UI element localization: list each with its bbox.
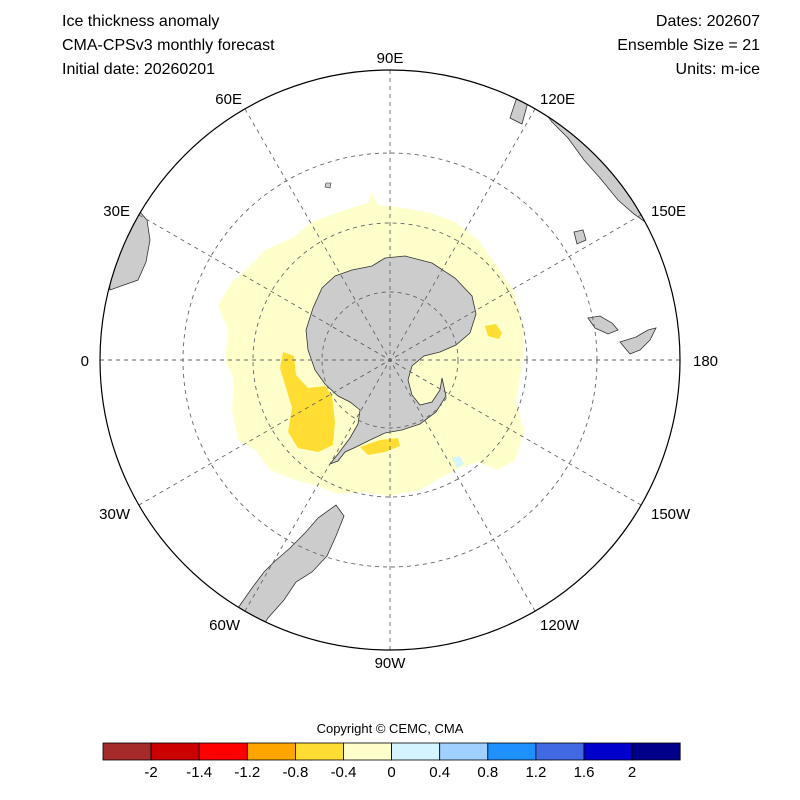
colorbar-swatch [246,742,296,761]
lon-label-30w: 30W [99,506,131,523]
ice-anomaly-slight-increase [452,456,464,468]
lon-label-60e: 60E [215,91,242,108]
colorbar-swatch [583,742,633,761]
colorbar-swatch [487,742,537,761]
colorbar-tick-label: -1.4 [186,764,212,781]
model-name: CMA-CPSv3 monthly forecast [62,37,275,54]
colorbar-swatch [198,742,248,761]
lon-label-180: 180 [693,353,718,370]
copyright-notice: Copyright © CEMC, CMA [316,721,464,736]
map-boundary [99,69,681,651]
ice-anomaly-thinning-peninsula [360,438,400,455]
lon-label-150e: 150E [651,203,686,220]
colorbar-swatch [150,742,200,761]
lon-label-60w: 60W [209,617,241,634]
lon-label-120w: 120W [540,617,580,634]
colorbar-swatch [294,742,344,761]
graticule [100,70,680,650]
ice-anomaly-thinning-weddell [280,352,335,452]
colorbar-tick-label: 2 [628,764,636,781]
colorbar-swatch [391,742,441,761]
new-zealand-south-island [587,315,619,335]
colorbar-tick-label: -2 [144,764,157,781]
ensemble-size: Ensemble Size = 21 [617,37,760,54]
lon-label-30e: 30E [103,203,130,220]
colorbar-tick-label: 0.4 [429,764,450,781]
ice-anomaly-thinning-ross [485,324,502,339]
tasmania-land [573,229,587,245]
colorbar-swatch [631,742,681,761]
colorbar-tick-label: -1.2 [234,764,260,781]
lon-label-90e: 90E [377,50,404,67]
colorbar-swatch [535,742,585,761]
colorbar-tick-label: 1.6 [574,764,595,781]
initial-date: Initial date: 20260201 [62,61,216,78]
meridian-150e-30w [138,214,642,506]
colorbar-tick-label: 0 [387,764,395,781]
header-left: Ice thickness anomaly CMA-CPSv3 monthly … [62,10,275,82]
colorbar-tick-label: -0.8 [282,764,308,781]
lon-label-0: 0 [81,353,89,370]
polar-map: 90E 120E 150E 180 150W 120W 90W 60W 30W … [81,50,718,672]
colorbar-tick-label: 0.8 [477,764,498,781]
lat-circle-80s [321,291,459,429]
new-zealand-north-island [619,327,657,355]
colorbar-swatch [439,742,489,761]
lon-label-90w: 90W [375,655,407,672]
kerguelen-island [324,182,332,189]
forecast-dates: Dates: 202607 [655,13,760,30]
colorbar-tick-label: -0.4 [331,764,357,781]
colorbar-swatch [343,742,392,761]
lon-label-150w: 150W [651,506,691,523]
units-label: Units: m-ice [675,61,760,78]
map-title: Ice thickness anomaly [62,13,220,30]
lon-label-120e: 120E [540,91,575,108]
header-right: Dates: 202607 Ensemble Size = 21 Units: … [617,10,760,82]
colorbar-tick-label: 1.2 [525,764,546,781]
colorbar-swatch [102,742,152,761]
